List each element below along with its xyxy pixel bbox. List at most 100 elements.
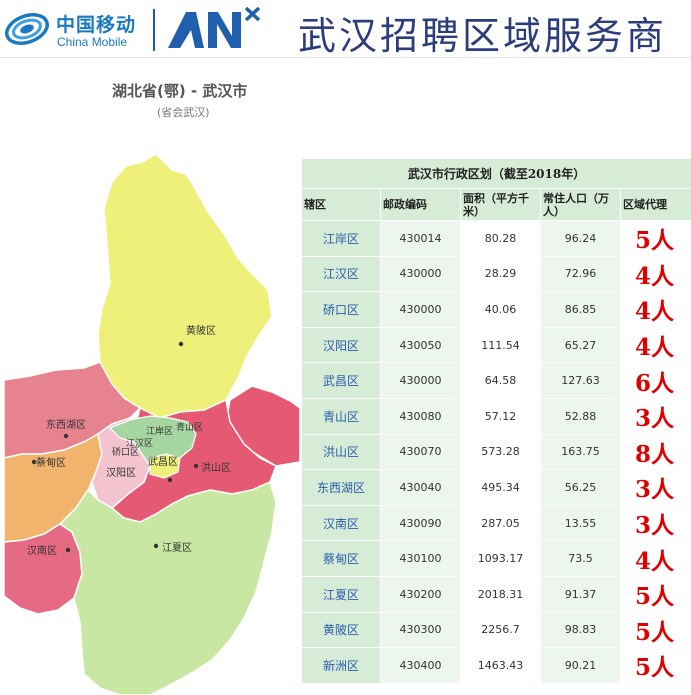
district-cell: 蔡甸区 <box>301 540 381 577</box>
map-label-wuchang: 武昌区 <box>148 455 178 468</box>
agent-count-cell: 6人 <box>619 362 691 399</box>
agent-count-cell: 5人 <box>619 575 691 613</box>
table-row: 江夏区 430200 2018.31 91.37 5人 <box>301 575 691 613</box>
area-cell: 573.28 <box>460 433 541 471</box>
area-cell: 1093.17 <box>460 540 541 577</box>
postcode-cell: 430400 <box>380 647 461 684</box>
table-row: 新洲区 430400 1463.43 90.21 5人 <box>301 647 691 684</box>
table-row: 武昌区 430000 64.58 127.63 6人 <box>301 362 691 399</box>
postcode-cell: 430014 <box>380 220 461 257</box>
map-label-qiaokou: 硚口区 <box>112 447 139 458</box>
area-cell: 287.05 <box>460 504 541 542</box>
agent-count-cell: 4人 <box>619 540 691 577</box>
agent-count-cell: 5人 <box>619 647 691 684</box>
table-row: 江岸区 430014 80.28 96.24 5人 <box>301 220 691 257</box>
area-cell: 2018.31 <box>460 575 541 613</box>
column-header-area: 面积（平方千米） <box>460 188 541 221</box>
column-header-postcode: 邮政编码 <box>380 188 461 221</box>
china-mobile-en-text: China Mobile <box>57 35 128 49</box>
map-marker-hongshan <box>193 463 199 469</box>
area-cell: 57.12 <box>460 397 541 435</box>
logo-divider <box>153 9 155 51</box>
area-cell: 2256.7 <box>460 611 541 649</box>
agent-count-cell: 3人 <box>619 469 691 506</box>
map-label-hanyang: 汉阳区 <box>106 467 136 479</box>
table-row: 汉阳区 430050 111.54 65.27 4人 <box>301 326 691 364</box>
map-marker-caidian <box>31 459 37 465</box>
map-marker-jiangxia <box>153 543 159 549</box>
district-cell: 江岸区 <box>301 220 381 257</box>
map-label-caidian: 蔡甸区 <box>36 456 66 469</box>
area-cell: 28.29 <box>460 255 541 293</box>
table-row: 蔡甸区 430100 1093.17 73.5 4人 <box>301 540 691 577</box>
agent-count-cell: 5人 <box>619 611 691 649</box>
district-cell: 汉南区 <box>301 504 381 542</box>
map-label-qingshan: 青山区 <box>176 421 203 433</box>
district-cell: 武昌区 <box>301 362 381 399</box>
area-cell: 80.28 <box>460 220 541 257</box>
map-label-hannan: 汉南区 <box>27 544 57 557</box>
map-illustration: 黄陂区 东西湖区 蔡甸区 硚口区 江汉区 江岸区 青山区 汉阳区 武昌区 洪山区… <box>3 153 300 695</box>
header-divider <box>0 57 691 58</box>
postcode-cell: 430300 <box>380 611 461 649</box>
table-row: 江汉区 430000 28.29 72.96 4人 <box>301 255 691 293</box>
agent-count-cell: 4人 <box>619 291 691 328</box>
column-header-agents: 区域代理 <box>619 188 691 221</box>
district-cell: 江夏区 <box>301 575 381 613</box>
table-row: 黄陂区 430300 2256.7 98.83 5人 <box>301 611 691 649</box>
postcode-cell: 430070 <box>380 433 461 471</box>
population-cell: 72.96 <box>540 255 621 293</box>
map-label-hongshan: 洪山区 <box>201 462 231 474</box>
agent-count-cell: 5人 <box>619 220 691 257</box>
agent-count-cell: 3人 <box>619 397 691 435</box>
agent-count-cell: 3人 <box>619 504 691 542</box>
map-marker-wuchang <box>167 477 173 483</box>
china-mobile-logo: 中国移动 China Mobile <box>4 4 154 54</box>
population-cell: 127.63 <box>540 362 621 399</box>
postcode-cell: 430000 <box>380 291 461 328</box>
map-region-jiangxia <box>58 480 277 695</box>
population-cell: 98.83 <box>540 611 621 649</box>
column-header-district: 辖区 <box>301 188 381 221</box>
table-body: 江岸区 430014 80.28 96.24 5人 江汉区 430000 28.29 72.96… <box>301 220 691 684</box>
map-region-wuchang <box>149 453 181 479</box>
page-title: 武汉招聘区域服务商 <box>298 14 668 58</box>
district-table: 武汉市行政区划（截至2018年） 辖区 邮政编码 面积（平方千米） 常住人口（万… <box>300 158 691 684</box>
agent-count-cell: 4人 <box>619 326 691 364</box>
district-cell: 汉阳区 <box>301 326 381 364</box>
postcode-cell: 430200 <box>380 575 461 613</box>
table-row: 青山区 430080 57.12 52.88 3人 <box>301 397 691 435</box>
table-row: 硚口区 430000 40.06 86.85 4人 <box>301 291 691 328</box>
map-marker-hannan <box>65 547 71 553</box>
map-subtitle: (省会武汉) <box>157 106 210 119</box>
area-cell: 40.06 <box>460 291 541 328</box>
wuhan-district-map: 黄陂区 东西湖区 蔡甸区 硚口区 江汉区 江岸区 青山区 汉阳区 武昌区 洪山区… <box>0 62 300 695</box>
map-marker-huangpi <box>178 341 184 347</box>
area-cell: 64.58 <box>460 362 541 399</box>
population-cell: 13.55 <box>540 504 621 542</box>
table-caption-row: 武汉市行政区划（截至2018年） <box>300 158 691 189</box>
postcode-cell: 430100 <box>380 540 461 577</box>
population-cell: 163.75 <box>540 433 621 471</box>
district-cell: 洪山区 <box>301 433 381 471</box>
postcode-cell: 430000 <box>380 362 461 399</box>
map-title: 湖北省(鄂) - 武汉市 <box>112 82 248 100</box>
district-table-container: 武汉市行政区划（截至2018年） 辖区 邮政编码 面积（平方千米） 常住人口（万… <box>300 158 691 695</box>
district-cell: 黄陂区 <box>301 611 381 649</box>
postcode-cell: 430040 <box>380 469 461 506</box>
postcode-cell: 430090 <box>380 504 461 542</box>
district-cell: 硚口区 <box>301 291 381 328</box>
map-label-jiangan: 江岸区 <box>146 426 173 437</box>
map-label-jianghan: 江汉区 <box>126 438 153 449</box>
header-banner: 中国移动 China Mobile 武汉招聘区域服务商 <box>0 0 691 62</box>
an-logo-icon <box>168 6 261 48</box>
population-cell: 65.27 <box>540 326 621 364</box>
map-label-huangpi: 黄陂区 <box>186 324 216 337</box>
population-cell: 56.25 <box>540 469 621 506</box>
table-caption: 武汉市行政区划（截至2018年） <box>300 158 691 189</box>
china-mobile-swirl-icon <box>5 13 49 45</box>
population-cell: 96.24 <box>540 220 621 257</box>
district-cell: 青山区 <box>301 397 381 435</box>
district-cell: 新洲区 <box>301 647 381 684</box>
postcode-cell: 430080 <box>380 397 461 435</box>
